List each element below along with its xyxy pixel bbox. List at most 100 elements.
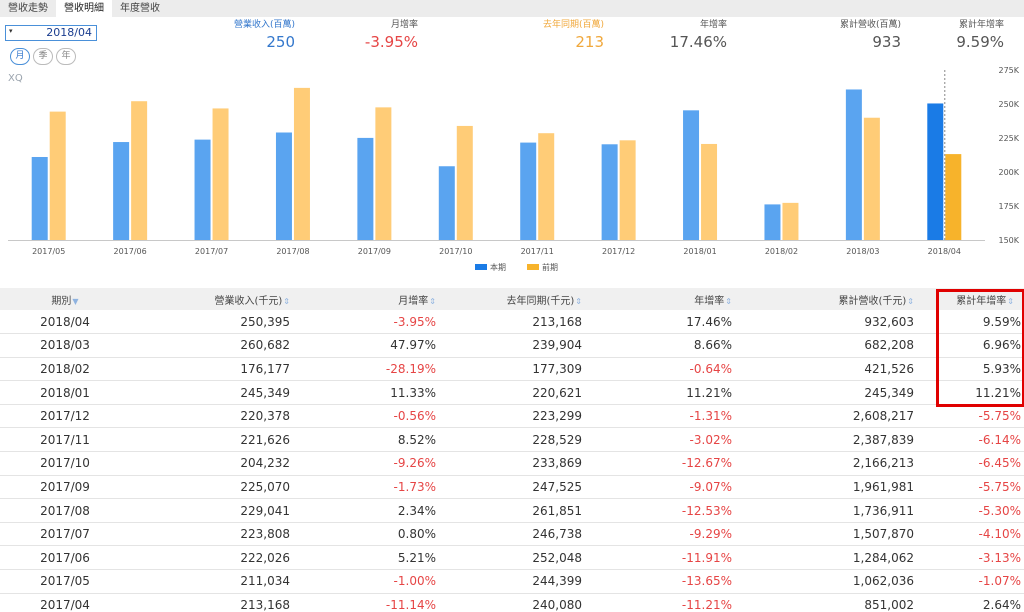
tab-revenue-detail[interactable]: 營收明細: [56, 0, 112, 17]
table-cell: 222,026: [130, 545, 300, 571]
table-cell: 2018/02: [0, 357, 130, 382]
table-cell: 260,682: [130, 333, 300, 358]
table-cell: 5.21%: [300, 545, 446, 571]
stat-yoy: 年增率 17.46%: [670, 19, 727, 52]
bar-current: [275, 132, 292, 240]
table-cell: 8.66%: [592, 333, 742, 358]
x-tick-label: 2017/12: [602, 247, 635, 256]
table-cell: -4.10%: [924, 522, 1024, 547]
sort-icon: ⇕: [907, 296, 914, 306]
table-cell: 261,851: [446, 498, 592, 523]
table-cell: 250,395: [130, 310, 300, 335]
table-cell: 221,626: [130, 427, 300, 453]
table-cell: 223,808: [130, 522, 300, 547]
period-toggle-group: 月 季 年: [10, 48, 76, 65]
date-picker-value: 2018/04: [46, 26, 92, 39]
table-cell: 220,621: [446, 380, 592, 405]
stat-cumulative-yoy-value: 9.59%: [956, 33, 1004, 51]
col-header-cumulative-yoy[interactable]: 累計年增率⇕: [924, 288, 1024, 310]
stat-cumulative-value: 933: [872, 33, 901, 51]
table-cell: 176,177: [130, 357, 300, 382]
x-tick-label: 2017/05: [32, 247, 65, 256]
col-header-yoy[interactable]: 年增率⇕: [592, 288, 742, 310]
table-cell: 47.97%: [300, 333, 446, 358]
table-cell: 0.80%: [300, 522, 446, 547]
table-row: 2018/04 250,395 -3.95% 213,168 17.46% 932,603…: [0, 310, 1024, 335]
bar-previous: [293, 87, 310, 240]
bar-previous: [375, 107, 392, 240]
stat-cumulative-label: 累計營收(百萬): [839, 20, 901, 30]
y-tick-label: 275K: [998, 66, 1019, 75]
bar-previous: [49, 111, 66, 240]
stat-yoy-value: 17.46%: [669, 33, 727, 51]
table-row: 2017/08 229,041 2.34% 261,851 -12.53% 1,736,9…: [0, 498, 1024, 523]
table-cell: 11.21%: [592, 380, 742, 405]
table-row: 2017/04 213,168 -11.14% 240,080 -11.21% 851,0…: [0, 593, 1024, 612]
table-cell: 2.64%: [924, 593, 1024, 612]
table-row: 2017/07 223,808 0.80% 246,738 -9.29% 1,507,87…: [0, 522, 1024, 547]
table-cell: 1,961,981: [742, 475, 924, 500]
table-cell: -3.02%: [592, 427, 742, 453]
table-cell: 245,349: [742, 380, 924, 405]
col-header-period[interactable]: 期別▼: [0, 288, 130, 310]
table-cell: 247,525: [446, 475, 592, 500]
col-header-cumulative[interactable]: 累計營收(千元)⇕: [742, 288, 924, 310]
table-cell: -13.65%: [592, 569, 742, 594]
sort-icon: ⇕: [283, 296, 290, 306]
table-cell: 2017/06: [0, 545, 130, 571]
table-cell: 2,166,213: [742, 451, 924, 476]
stat-revenue-label: 營業收入(百萬): [233, 20, 295, 30]
table-cell: 2,608,217: [742, 404, 924, 429]
table-cell: 17.46%: [592, 310, 742, 335]
x-tick-label: 2018/04: [928, 247, 961, 256]
table-cell: 9.59%: [924, 310, 1024, 335]
stat-mom-label: 月增率: [390, 20, 418, 30]
stat-cumulative-yoy: 累計年增率 9.59%: [956, 19, 1004, 52]
table-cell: 2017/09: [0, 475, 130, 500]
col-header-revenue[interactable]: 營業收入(千元)⇕: [130, 288, 300, 310]
bar-previous: [863, 117, 880, 240]
table-cell: 2017/10: [0, 451, 130, 476]
table-cell: -5.75%: [924, 404, 1024, 429]
tab-bar: 營收走勢 營收明細 年度營收: [0, 0, 1024, 17]
table-cell: 2017/12: [0, 404, 130, 429]
table-cell: -1.31%: [592, 404, 742, 429]
table-cell: -9.29%: [592, 522, 742, 547]
table-cell: 1,284,062: [742, 545, 924, 571]
table-cell: 246,738: [446, 522, 592, 547]
bar-current: [194, 139, 211, 240]
table-row: 2018/02 176,177 -28.19% 177,309 -0.64% 421,52…: [0, 357, 1024, 382]
col-header-last-year[interactable]: 去年同期(千元)⇕: [446, 288, 592, 310]
bar-previous: [619, 140, 636, 240]
table-cell: 8.52%: [300, 427, 446, 453]
bar-previous: [945, 154, 962, 240]
tab-annual-revenue[interactable]: 年度營收: [120, 3, 160, 14]
table-cell: 932,603: [742, 310, 924, 335]
tab-revenue-trend[interactable]: 營收走勢: [8, 3, 48, 14]
table-cell: 421,526: [742, 357, 924, 382]
stat-revenue: 營業收入(百萬) 250: [234, 19, 295, 52]
stat-cumulative-yoy-label: 累計年增率: [958, 20, 1004, 30]
period-year-button[interactable]: 年: [56, 48, 76, 65]
x-tick-label: 2017/10: [439, 247, 472, 256]
y-tick-label: 225K: [998, 134, 1019, 143]
period-quarter-button[interactable]: 季: [33, 48, 53, 65]
table-cell: 5.93%: [924, 357, 1024, 382]
stat-last-year: 去年同期(百萬) 213: [543, 19, 604, 52]
col-header-mom[interactable]: 月增率⇕: [300, 288, 446, 310]
legend-label: 前期: [542, 262, 558, 272]
table-row: 2017/12 220,378 -0.56% 223,299 -1.31% 2,608,2…: [0, 404, 1024, 429]
y-tick-label: 250K: [998, 100, 1019, 109]
date-picker[interactable]: ▾ 2018/04: [5, 25, 97, 41]
table-cell: -5.30%: [924, 498, 1024, 523]
table-cell: 240,080: [446, 593, 592, 612]
bar-current: [764, 204, 781, 240]
bar-previous: [131, 101, 148, 240]
bar-previous: [456, 125, 473, 240]
period-month-button[interactable]: 月: [10, 48, 30, 65]
table-cell: 11.21%: [924, 380, 1024, 405]
table-cell: 211,034: [130, 569, 300, 594]
bar-current: [601, 144, 618, 240]
bar-previous: [212, 108, 229, 240]
bar-current: [31, 156, 48, 240]
